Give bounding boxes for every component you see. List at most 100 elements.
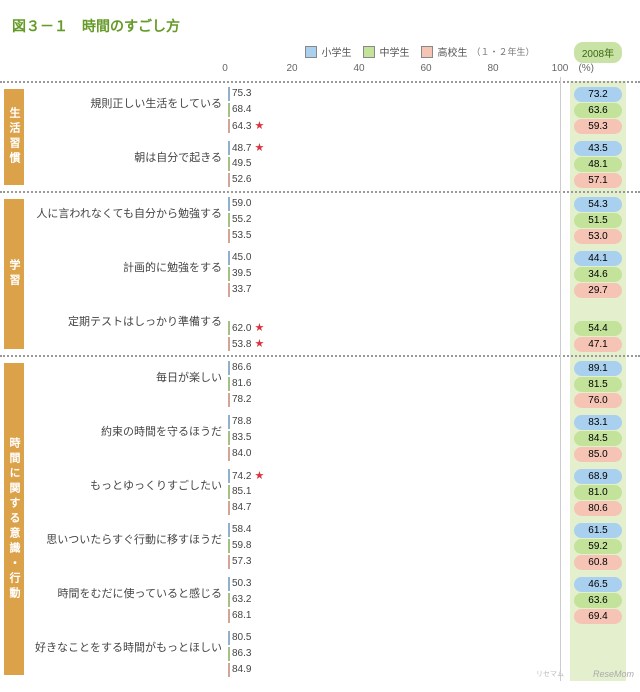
year-2008-value: 48.1: [574, 157, 622, 172]
bar-value: 86.6: [232, 360, 251, 376]
legend-swatch: [305, 46, 317, 58]
bar-value: 68.4: [232, 102, 251, 118]
question-group: 毎日が楽しい86.689.181.681.578.276.0: [28, 357, 640, 411]
bar-row: 64.3★59.3: [28, 118, 640, 134]
year-2008-value: 81.5: [574, 377, 622, 392]
bar-value: 48.7★: [232, 140, 264, 157]
year-2008-value: 63.6: [574, 593, 622, 608]
bar-row: [28, 304, 640, 320]
bar-row: 83.5 84.5: [28, 430, 640, 446]
bar: [228, 267, 230, 281]
bar: [228, 555, 230, 569]
bar-value: 58.4: [232, 522, 251, 538]
bar: [228, 663, 230, 677]
year-2008-value: 51.5: [574, 213, 622, 228]
bar-value: 59.0: [232, 196, 251, 212]
bar-row: 52.6 57.1: [28, 172, 640, 188]
bar: [228, 377, 230, 391]
axis-tick: 80: [487, 63, 498, 74]
bar-row: 85.1 81.0: [28, 484, 640, 500]
year-2008-value: 84.5: [574, 431, 622, 446]
bar-value: 62.0★: [232, 320, 264, 337]
year-2008-value: 89.1: [574, 361, 622, 376]
question-group: 時間をむだに使っていると感じる50.346.563.263.668.169.4: [28, 573, 640, 627]
year-2008-value: 47.1: [574, 337, 622, 352]
bar-row: 49.5 48.1: [28, 156, 640, 172]
bar-value: 33.7: [232, 282, 251, 298]
axis-tick: 60: [420, 63, 431, 74]
bar: [228, 539, 230, 553]
bar-row: 53.553.0: [28, 228, 640, 244]
star-icon: ★: [254, 338, 264, 350]
bar-value: 52.6: [232, 172, 251, 188]
category-tab: 時間に関する意識・行動: [4, 363, 24, 675]
axis-tick: 20: [286, 63, 297, 74]
bar: [228, 141, 230, 155]
category-tab: 学習: [4, 199, 24, 349]
bar-value: 57.3: [232, 554, 251, 570]
bar-row: 55.251.5: [28, 212, 640, 228]
bar-value: 78.8: [232, 414, 251, 430]
bar: [228, 485, 230, 499]
bar-row: 59.859.2: [28, 538, 640, 554]
bar: [228, 229, 230, 243]
bar: [228, 523, 230, 537]
bar-value: 50.3: [232, 576, 251, 592]
bar-value: 45.0: [232, 250, 251, 266]
year-2008-value: 57.1: [574, 173, 622, 188]
chart-body: 生活習慣規則正しい生活をしている75.373.268.463.664.3★59.…: [0, 81, 640, 681]
bar-value: 84.9: [232, 662, 251, 678]
bar-value: 78.2: [232, 392, 251, 408]
year-2008-value: 59.3: [574, 119, 622, 134]
bar-row: 50.346.5: [28, 576, 640, 592]
year-2008-value: 53.0: [574, 229, 622, 244]
bar-row: 63.2 63.6: [28, 592, 640, 608]
axis-tick: 100: [552, 63, 569, 74]
bar: [228, 393, 230, 407]
question-group: 人に言われなくても自分から勉強する59.054.355.251.553.553.…: [28, 193, 640, 247]
bar: [228, 283, 230, 297]
bar-value: 85.1: [232, 484, 251, 500]
star-icon: ★: [254, 142, 264, 154]
bar-value: 74.2★: [232, 468, 264, 485]
bar: [228, 251, 230, 265]
year-2008-value: 29.7: [574, 283, 622, 298]
year-2008-value: 43.5: [574, 141, 622, 156]
bar: [228, 415, 230, 429]
bar-row: 68.169.4: [28, 608, 640, 624]
bar-value: 63.2: [232, 592, 251, 608]
bar-value: 86.3: [232, 646, 251, 662]
bar-value: 83.5: [232, 430, 251, 446]
year-2008-value: 68.9: [574, 469, 622, 484]
bar-row: 74.2★ 68.9: [28, 468, 640, 484]
bar-row: 68.463.6: [28, 102, 640, 118]
year-2008-value: 81.0: [574, 485, 622, 500]
bar-value: 49.5: [232, 156, 251, 172]
legend-swatch: [363, 46, 375, 58]
bar-value: 39.5: [232, 266, 251, 282]
section: 学習人に言われなくても自分から勉強する59.054.355.251.553.55…: [0, 191, 640, 355]
bar: [228, 447, 230, 461]
bar: [228, 469, 230, 483]
year-2008-value: 61.5: [574, 523, 622, 538]
bar-row: 53.8★47.1: [28, 336, 640, 352]
bar-row: 78.8 83.1: [28, 414, 640, 430]
year-2008-value: 85.0: [574, 447, 622, 462]
chart-container: 図３－１ 時間のすごし方 小学生中学生高校生（１・２年生） 2008年 0204…: [0, 0, 640, 681]
year-2008-value: 83.1: [574, 415, 622, 430]
bar-value: 84.0: [232, 446, 251, 462]
year-2008-value: 34.6: [574, 267, 622, 282]
legend-item: 中学生: [363, 44, 409, 59]
group-list: 人に言われなくても自分から勉強する59.054.355.251.553.553.…: [28, 193, 640, 355]
question-group: もっとゆっくりすごしたい74.2★68.985.181.084.780.6: [28, 465, 640, 519]
question-group: 計画的に勉強をする45.044.139.534.633.729.7: [28, 247, 640, 301]
source-note: リセマム: [536, 669, 564, 679]
watermark: ReseMom: [593, 669, 634, 679]
bar-row: 39.5 34.6: [28, 266, 640, 282]
bar-row: 59.054.3: [28, 196, 640, 212]
bar-row: 57.3 60.8: [28, 554, 640, 570]
bar-value: 75.3: [232, 86, 251, 102]
year-2008-value: 54.4: [574, 321, 622, 336]
bar-value: 59.8: [232, 538, 251, 554]
year-2008-value: 60.8: [574, 555, 622, 570]
